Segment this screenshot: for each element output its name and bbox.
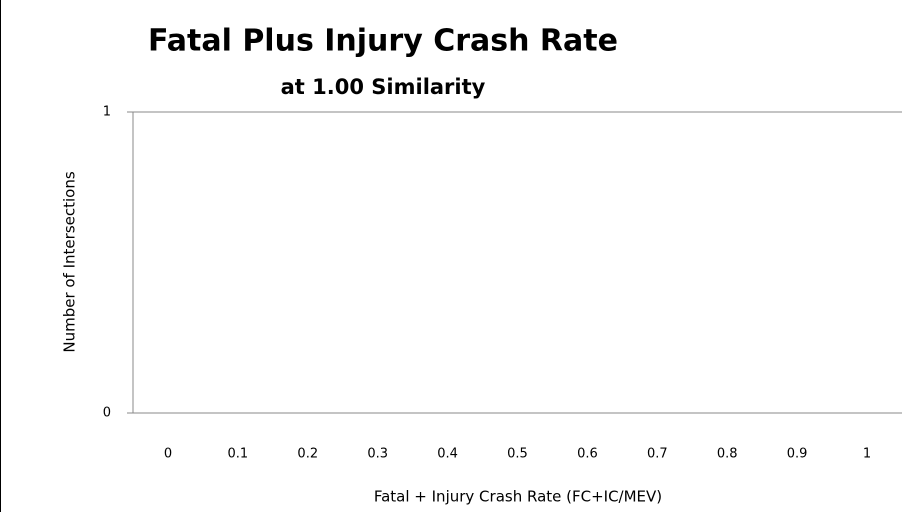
chart-title: Fatal Plus Injury Crash Rate — [148, 24, 618, 59]
y-axis-label: Number of Intersections — [61, 171, 79, 352]
x-tick-label: 0.5 — [507, 447, 528, 462]
x-tick-label: 0.1 — [228, 447, 249, 462]
y-tick-label: 1 — [103, 105, 111, 120]
x-tick-label: 0.2 — [297, 447, 318, 462]
x-tick-label: 0.9 — [787, 447, 808, 462]
x-tick-label: 0.6 — [577, 447, 598, 462]
x-tick-label: 0.7 — [647, 447, 668, 462]
x-tick-label: 0.8 — [717, 447, 738, 462]
x-tick-label: 1 — [863, 447, 871, 462]
chart-subtitle: at 1.00 Similarity — [281, 75, 486, 99]
x-tick-label: 0.4 — [437, 447, 458, 462]
x-tick-label: 0 — [164, 447, 172, 462]
y-tick-label: 0 — [103, 406, 111, 421]
x-axis-label: Fatal + Injury Crash Rate (FC+IC/MEV) — [374, 488, 662, 506]
x-tick-label: 0.3 — [367, 447, 388, 462]
